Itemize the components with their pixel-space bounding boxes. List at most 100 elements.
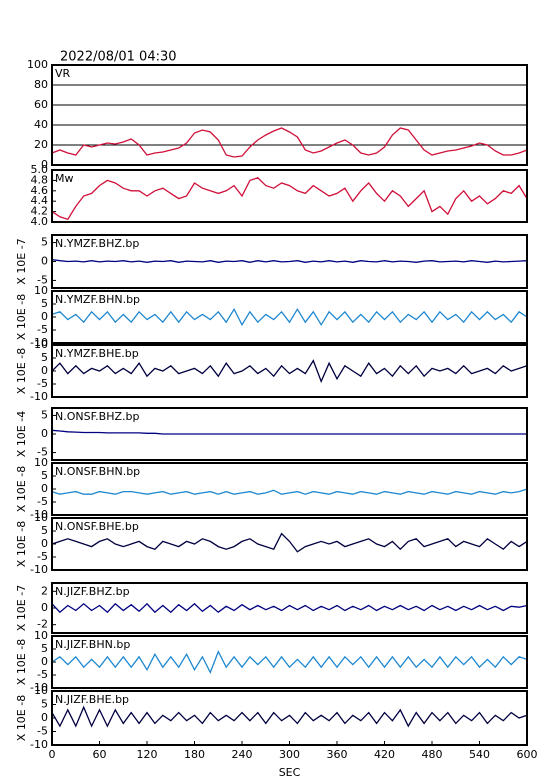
y-tick-label: -10 — [30, 336, 48, 349]
waveform-line — [51, 307, 528, 327]
y-tick-label: 0 — [41, 255, 48, 268]
y-tick-label: -5 — [37, 446, 48, 459]
y-axis-label: X 10E -8 — [15, 348, 28, 394]
panel-frame — [51, 234, 528, 289]
y-tick-label: 4.4 — [31, 194, 49, 207]
x-tick-label: 60 — [93, 748, 107, 761]
panel-label: N.ONSF.BHE.bp — [55, 520, 139, 533]
y-axis-label: X 10E -8 — [15, 294, 28, 340]
y-tick-label: 4.8 — [31, 173, 49, 186]
y-tick-label: 5 — [41, 469, 48, 482]
y-tick-label: 4.2 — [31, 205, 49, 218]
y-axis-label: X 10E -8 — [15, 466, 28, 512]
y-tick-label: 5 — [41, 236, 48, 249]
y-tick-label: 10 — [34, 684, 48, 697]
waveform-line — [51, 532, 528, 553]
x-tick-label: 240 — [232, 748, 253, 761]
x-tick-label: 180 — [184, 748, 205, 761]
waveform-line — [51, 359, 528, 384]
panel-frame — [51, 582, 528, 634]
waveform-line — [51, 258, 528, 263]
x-tick-label: 600 — [517, 748, 538, 761]
y-tick-label: 0 — [41, 655, 48, 668]
panel-frame — [51, 407, 528, 461]
x-tick-label: 120 — [137, 748, 158, 761]
y-tick-label: 5 — [41, 297, 48, 310]
x-tick-label: 300 — [279, 748, 300, 761]
y-tick-label: 5 — [41, 524, 48, 537]
waveform-line — [51, 705, 528, 728]
y-tick-label: 40 — [34, 118, 48, 131]
y-tick-label: -2 — [37, 618, 48, 631]
y-tick-label: -10 — [30, 390, 48, 403]
y-tick-label: 0 — [41, 364, 48, 377]
y-tick-label: 0 — [41, 310, 48, 323]
waveform-line — [51, 602, 528, 614]
y-tick-label: -10 — [30, 681, 48, 694]
y-tick-label: 0 — [41, 711, 48, 724]
y-axis-label: X 10E -7 — [15, 585, 28, 631]
y-tick-label: 0 — [41, 482, 48, 495]
y-tick-label: 2 — [41, 584, 48, 597]
y-tick-label: -5 — [37, 273, 48, 286]
waveform-line — [51, 429, 527, 435]
panel-frame — [51, 64, 528, 166]
y-tick-label: 0 — [41, 537, 48, 550]
panel-label: N.JIZF.BHN.bp — [55, 638, 130, 651]
x-tick-label: 0 — [49, 748, 56, 761]
panel-label: N.YMZF.BHE.bp — [55, 347, 139, 360]
panel-label: VR — [55, 67, 71, 80]
y-tick-label: 5 — [41, 351, 48, 364]
y-tick-label: -5 — [37, 550, 48, 563]
y-tick-label: -5 — [37, 323, 48, 336]
x-tick-label: 420 — [374, 748, 395, 761]
y-tick-label: 10 — [34, 511, 48, 524]
y-axis-label: X 10E -4 — [15, 411, 28, 457]
y-axis-label: X 10E -8 — [15, 639, 28, 685]
y-axis-label: X 10E -8 — [15, 521, 28, 567]
panel-label: Mw — [55, 172, 74, 185]
y-tick-label: 10 — [34, 629, 48, 642]
y-tick-label: 0 — [41, 158, 48, 171]
y-tick-label: 5 — [41, 408, 48, 421]
x-axis-label: SEC — [279, 766, 301, 779]
y-tick-label: 10 — [34, 338, 48, 351]
y-tick-label: 0 — [41, 601, 48, 614]
y-tick-label: 20 — [34, 138, 48, 151]
x-tick-label: 480 — [422, 748, 443, 761]
y-tick-label: -10 — [30, 563, 48, 576]
y-tick-label: 0 — [41, 427, 48, 440]
y-tick-label: 5 — [41, 698, 48, 711]
y-tick-label: 4.0 — [31, 215, 49, 228]
chart-title: 2022/08/01 04:30 — [60, 50, 177, 65]
panel-label: N.ONSF.BHZ.bp — [55, 410, 139, 423]
y-tick-label: 80 — [34, 78, 48, 91]
y-axis-label: X 10E -8 — [15, 695, 28, 741]
waveform-line — [51, 488, 528, 495]
y-tick-label: 10 — [34, 456, 48, 469]
waveform-line — [51, 650, 528, 674]
y-tick-label: 100 — [27, 58, 48, 71]
panel-frame — [51, 462, 528, 516]
y-tick-label: 10 — [34, 284, 48, 297]
waveform-line — [51, 177, 528, 221]
panel-frame — [51, 344, 528, 398]
panel-label: N.ONSF.BHN.bp — [55, 465, 140, 478]
panel-frame — [51, 517, 528, 571]
panel-frame — [51, 290, 528, 344]
x-tick-label: 540 — [469, 748, 490, 761]
panel-label: N.YMZF.BHN.bp — [55, 293, 140, 306]
panel-frame — [51, 635, 528, 689]
panel-frame — [51, 169, 528, 223]
panel-label: N.JIZF.BHE.bp — [55, 693, 129, 706]
y-tick-label: 5.0 — [31, 163, 49, 176]
y-tick-label: -5 — [37, 668, 48, 681]
y-tick-label: 60 — [34, 98, 48, 111]
y-tick-label: -5 — [37, 495, 48, 508]
y-tick-label: 4.6 — [31, 184, 49, 197]
y-tick-label: -10 — [30, 738, 48, 751]
y-tick-label: -5 — [37, 377, 48, 390]
waveform-line — [51, 127, 528, 158]
y-tick-label: -10 — [30, 508, 48, 521]
